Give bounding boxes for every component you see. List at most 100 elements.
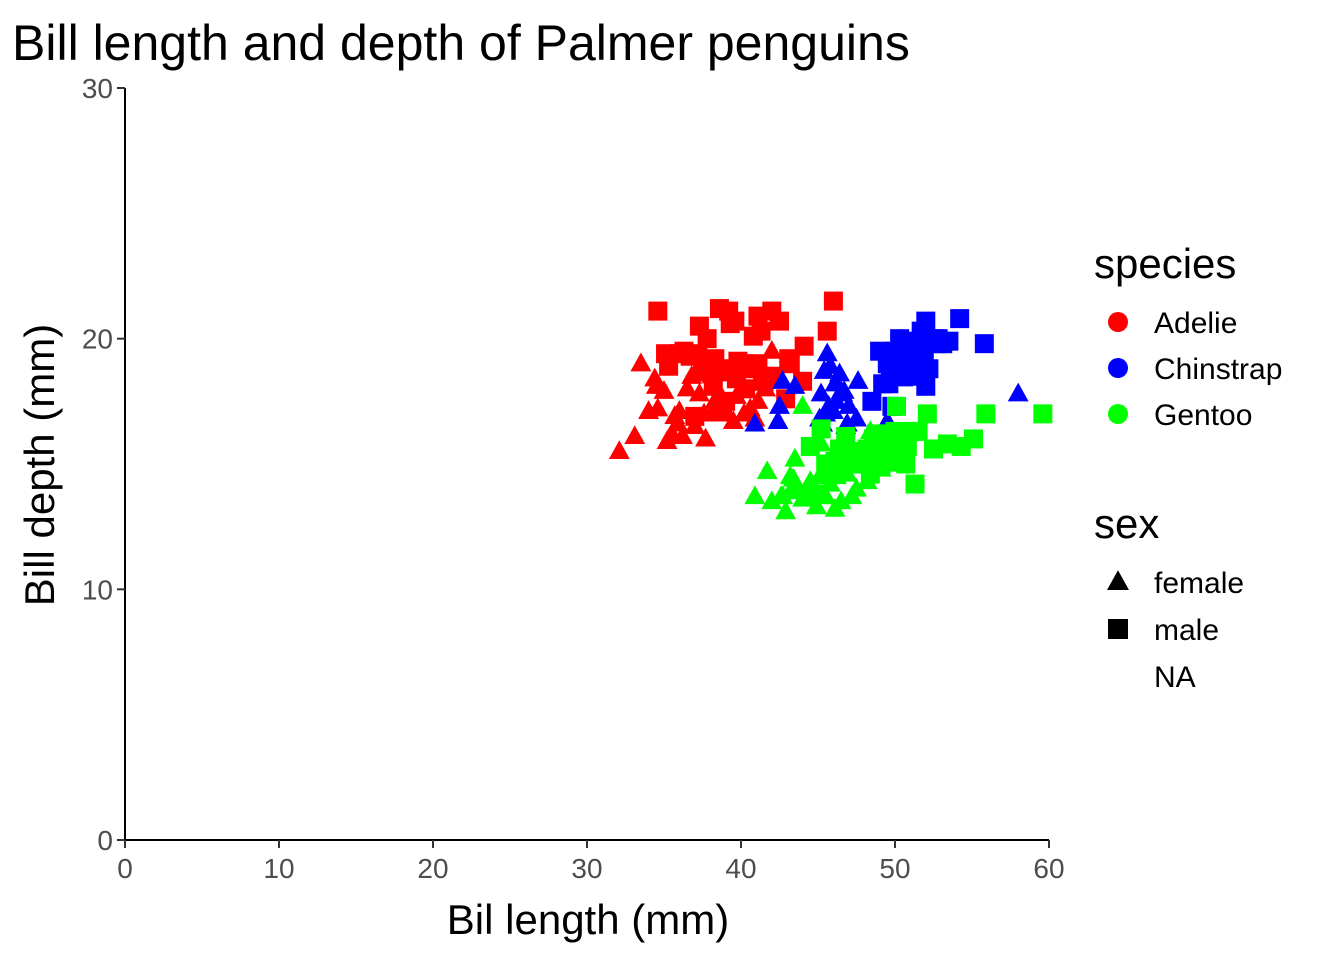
sex-legend-title: sex [1094, 500, 1159, 547]
data-point-adelie-female [722, 410, 744, 429]
x-tick-label: 60 [1033, 853, 1064, 884]
x-axis-title: Bil length (mm) [447, 896, 729, 943]
data-point-adelie-female [668, 400, 690, 419]
sex-legend: sex female male NA [1094, 500, 1244, 694]
data-point-gentoo-female [799, 470, 821, 490]
x-tick-label: 20 [417, 853, 448, 884]
data-point-adelie-male [648, 301, 668, 321]
y-tick-label: 30 [82, 73, 113, 104]
data-point-gentoo-male [1033, 404, 1053, 424]
y-tick-label: 20 [82, 324, 113, 355]
data-point-chinstrap-female [818, 395, 840, 414]
data-point-gentoo-female [826, 455, 847, 475]
legend-label-male: male [1154, 614, 1219, 647]
data-point-gentoo-female [884, 447, 906, 467]
y-axis-title: Bill depth (mm) [16, 324, 63, 606]
data-point-adelie-male [770, 311, 789, 331]
data-point-gentoo-female [792, 395, 814, 414]
data-point-gentoo-male [964, 429, 984, 449]
data-point-chinstrap-female [838, 395, 860, 414]
data-point-gentoo-female [824, 497, 846, 517]
data-point-adelie-female [747, 390, 769, 409]
legend-label-adelie: Adelie [1154, 307, 1237, 340]
legend-label-female: female [1154, 567, 1244, 600]
data-point-gentoo-female [861, 452, 883, 472]
data-point-adelie-female [755, 377, 777, 397]
x-axis: 0 10 20 30 40 50 60 [117, 839, 1065, 884]
chart-title: Bill length and depth of Palmer penguins [12, 15, 910, 71]
data-point-adelie-female [761, 340, 783, 359]
data-point-adelie-female [624, 425, 646, 445]
data-point-adelie-male [656, 344, 676, 364]
data-point-adelie-female [695, 427, 717, 447]
x-tick-label: 40 [725, 853, 756, 884]
x-tick-label: 10 [263, 853, 294, 884]
data-point-chinstrap-female [846, 407, 867, 427]
data-point-gentoo-male [811, 419, 831, 439]
data-point-gentoo-male [917, 404, 937, 424]
legend-key-chinstrap [1108, 358, 1128, 378]
data-point-chinstrap-female [767, 410, 789, 429]
data-point-chinstrap-male [933, 334, 953, 354]
data-point-chinstrap-female [824, 372, 846, 392]
data-point-gentoo-female [836, 462, 858, 482]
data-point-adelie-female [693, 402, 715, 422]
data-point-adelie-male [689, 316, 709, 336]
data-point-gentoo-male [976, 404, 996, 424]
data-point-chinstrap-female [772, 370, 794, 389]
data-point-adelie-female [698, 362, 720, 382]
legend-label-na: NA [1154, 661, 1196, 694]
data-point-adelie-male [817, 321, 837, 341]
data-point-chinstrap-male [890, 329, 910, 349]
data-point-gentoo-female [756, 460, 778, 480]
data-point-adelie-male [779, 349, 799, 369]
data-point-gentoo-female [789, 480, 810, 500]
data-point-chinstrap-female [832, 382, 854, 402]
data-point-gentoo-female [806, 495, 827, 515]
data-point-adelie-female [672, 425, 693, 445]
species-legend: species Adelie Chinstrap Gentoo [1094, 240, 1282, 432]
legend-key-male [1108, 619, 1128, 639]
data-point-gentoo-male [905, 474, 925, 494]
data-point-adelie-male [720, 314, 740, 334]
data-point-gentoo-female [782, 467, 804, 487]
data-point-chinstrap-female [769, 395, 790, 414]
data-point-adelie-female [676, 377, 698, 397]
data-point-gentoo-female [744, 485, 766, 505]
data-point-gentoo-female [856, 470, 878, 490]
data-point-gentoo-female [784, 447, 806, 467]
legend-label-gentoo: Gentoo [1154, 399, 1252, 432]
data-point-adelie-female [653, 380, 675, 399]
data-point-gentoo-female [775, 500, 797, 520]
data-point-adelie-female [725, 385, 747, 404]
data-point-adelie-female [608, 440, 630, 460]
data-point-adelie-female [718, 362, 740, 382]
data-point-adelie-female [684, 415, 706, 434]
y-tick-label: 0 [97, 825, 113, 856]
x-tick-label: 30 [571, 853, 602, 884]
y-tick-label: 10 [82, 574, 113, 605]
species-legend-title: species [1094, 240, 1236, 287]
data-point-chinstrap-male [862, 391, 882, 411]
legend-label-chinstrap: Chinstrap [1154, 353, 1282, 386]
data-point-chinstrap-male [916, 376, 936, 396]
data-point-adelie-female [630, 352, 652, 372]
data-point-adelie-female [647, 397, 669, 417]
data-point-adelie-female [715, 400, 737, 419]
legend-key-female [1107, 570, 1129, 590]
data-point-gentoo-male [908, 421, 928, 441]
legend-key-adelie [1108, 312, 1128, 332]
data-point-chinstrap-female [810, 382, 832, 402]
data-point-gentoo-female [810, 432, 832, 452]
data-points [608, 291, 1053, 520]
data-point-gentoo-female [859, 420, 881, 439]
data-point-chinstrap-male [950, 309, 970, 329]
data-point-gentoo-female [875, 432, 897, 452]
data-point-adelie-female [644, 367, 666, 387]
data-point-chinstrap-male [919, 359, 939, 379]
data-point-adelie-female [688, 382, 710, 402]
data-point-chinstrap-male [974, 334, 994, 354]
data-point-chinstrap-female [892, 367, 914, 387]
data-point-chinstrap-female [744, 412, 766, 432]
